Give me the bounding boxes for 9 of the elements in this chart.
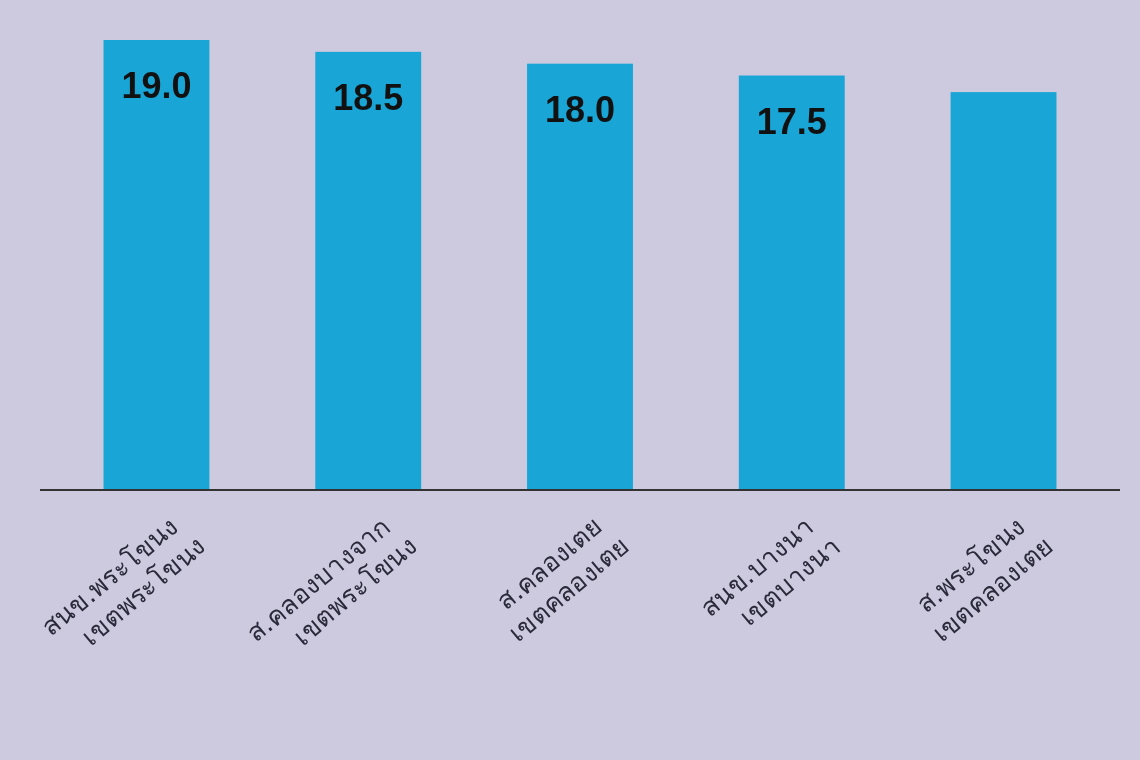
bar <box>950 92 1057 490</box>
data-label: 18.0 <box>544 88 616 130</box>
bar <box>103 40 210 490</box>
bar <box>738 75 845 490</box>
data-label: 17.5 <box>756 100 827 142</box>
bar <box>315 51 422 490</box>
data-label: 18.5 <box>333 76 404 118</box>
bar <box>527 63 633 490</box>
data-label: 19.0 <box>121 65 192 106</box>
